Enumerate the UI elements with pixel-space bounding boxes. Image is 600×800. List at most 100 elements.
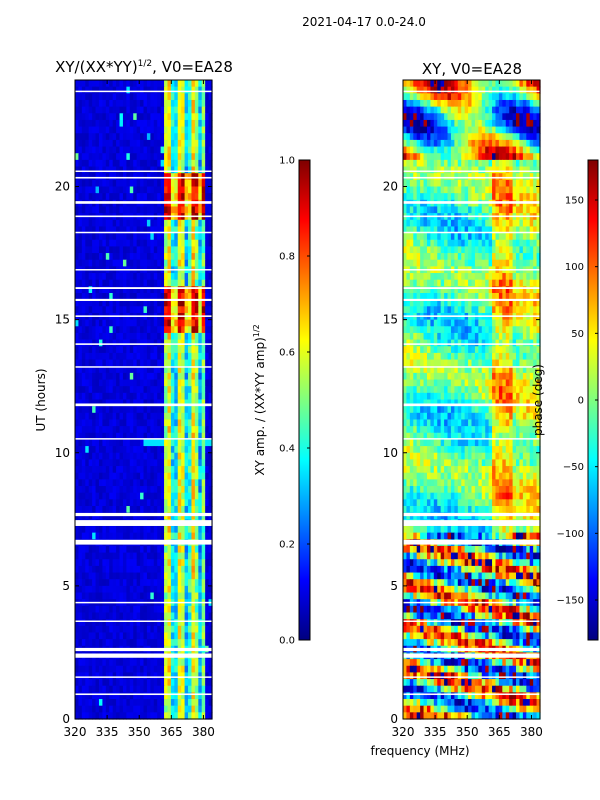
amp-heatmap-cell: [146, 406, 151, 414]
amp-heatmap-cell: [109, 499, 114, 507]
amp-heatmap-cell: [188, 146, 193, 154]
amp-heatmap-cell: [160, 472, 165, 480]
amp-heatmap-cell: [88, 492, 93, 500]
amp-heatmap-cell: [75, 479, 80, 487]
amp-heatmap-cell: [205, 159, 210, 168]
amp-heatmap-cell: [208, 286, 213, 294]
phase-heatmap-cell: [406, 206, 411, 214]
amp-heatmap-cell: [122, 233, 127, 241]
amp-heatmap-cell: [150, 439, 155, 447]
amp-heatmap-cell: [205, 339, 210, 347]
amp-heatmap-cell: [153, 552, 158, 560]
amp-heatmap-cell: [78, 392, 83, 401]
amp-heatmap-cell: [136, 173, 141, 181]
gap-band: [75, 601, 212, 604]
amp-heatmap-cell: [81, 359, 86, 367]
amp-heatmap-cell: [136, 632, 141, 640]
phase-heatmap-cell: [471, 159, 476, 168]
amp-heatmap-cell: [116, 685, 121, 693]
phase-heatmap-cell: [413, 99, 418, 108]
phase-heatmap-cell: [498, 99, 503, 108]
amp-heatmap-cell: [167, 293, 172, 301]
phase-heatmap-cell: [495, 119, 500, 128]
amp-heatmap-cell: [198, 259, 203, 267]
amp-heatmap-cell: [198, 113, 203, 121]
amp-heatmap-cell: [136, 585, 141, 594]
amp-heatmap-cell: [81, 193, 86, 201]
phase-heatmap-cell: [505, 133, 510, 141]
phase-heatmap-cell: [440, 133, 445, 141]
amp-heatmap-cell: [95, 432, 100, 441]
phase-heatmap-cell: [464, 93, 469, 101]
amp-heatmap-cell: [136, 119, 141, 128]
amp-heatmap-cell: [102, 712, 107, 720]
amp-heatmap-cell: [160, 412, 165, 421]
amp-heatmap-cell: [102, 572, 107, 580]
amp-heatmap-cell: [188, 306, 193, 314]
amp-heatmap-cell: [98, 432, 103, 441]
amp-heatmap-cell: [109, 346, 114, 354]
amp-heatmap-cell: [75, 332, 80, 341]
amp-heatmap-cell: [164, 659, 169, 667]
colorbar-tick-label: 0.8: [279, 252, 295, 263]
amp-heatmap-cell: [122, 579, 127, 587]
amp-heatmap-cell: [102, 186, 107, 194]
amp-heatmap-cell: [191, 133, 196, 141]
amp-heatmap-cell: [198, 426, 203, 434]
amp-heatmap-cell: [81, 659, 86, 667]
amp-heatmap-cell: [95, 466, 100, 474]
amp-heatmap-cell: [102, 446, 107, 454]
phase-heatmap-cell: [533, 153, 538, 161]
phase-heatmap-cell: [533, 139, 538, 148]
phase-heatmap-cell: [495, 179, 500, 188]
amp-heatmap-cell: [109, 559, 114, 567]
amp-heatmap-cell: [181, 319, 186, 327]
amp-heatmap-cell: [143, 80, 148, 88]
phase-heatmap-cell: [529, 239, 534, 248]
amp-heatmap-cell: [194, 565, 199, 574]
phase-heatmap-cell: [433, 253, 438, 261]
amp-heatmap-cell: [177, 506, 182, 514]
amp-heatmap-cell: [92, 472, 97, 480]
amp-heatmap-cell: [85, 585, 90, 594]
phase-heatmap-cell: [533, 246, 538, 254]
amp-heatmap-cell: [78, 193, 83, 201]
amp-heatmap-cell: [126, 153, 131, 161]
amp-heatmap-cell: [143, 286, 148, 294]
phase-heatmap-cell: [492, 206, 497, 214]
phase-heatmap-cell: [406, 173, 411, 181]
amp-heatmap-cell: [208, 705, 213, 713]
amp-heatmap-cell: [102, 699, 107, 707]
phase-heatmap-cell: [471, 246, 476, 254]
amp-heatmap-cell: [92, 293, 97, 301]
amp-heatmap-cell: [92, 326, 97, 334]
phase-heatmap-cell: [533, 86, 538, 94]
amp-heatmap-cell: [174, 119, 179, 128]
amp-heatmap-cell: [105, 452, 110, 461]
amp-heatmap-cell: [102, 146, 107, 154]
phase-heatmap-cell: [488, 139, 493, 148]
amp-heatmap-cell: [164, 532, 169, 540]
phase-heatmap-cell: [481, 86, 486, 94]
amp-heatmap-cell: [184, 605, 189, 614]
amp-heatmap-cell: [105, 552, 110, 560]
amp-heatmap-cell: [81, 173, 86, 181]
amp-heatmap-cell: [85, 179, 90, 188]
amp-heatmap-cell: [164, 359, 169, 367]
amp-heatmap-cell: [191, 99, 196, 108]
amp-heatmap-cell: [129, 625, 134, 634]
amp-heatmap-cell: [170, 486, 175, 494]
amp-heatmap-cell: [143, 559, 148, 567]
amp-heatmap-cell: [109, 659, 114, 667]
phase-heatmap-cell: [444, 159, 449, 168]
amp-heatmap-cell: [92, 585, 97, 594]
amp-heatmap-cell: [119, 379, 124, 387]
amp-heatmap-cell: [92, 119, 97, 128]
amp-heatmap-cell: [140, 459, 145, 467]
amp-heatmap-cell: [129, 399, 134, 407]
amp-heatmap-cell: [201, 186, 206, 194]
phase-heatmap-cell: [450, 239, 455, 248]
amp-heatmap-cell: [201, 119, 206, 128]
amp-heatmap-cell: [109, 592, 114, 600]
amp-heatmap-cell: [133, 239, 138, 248]
